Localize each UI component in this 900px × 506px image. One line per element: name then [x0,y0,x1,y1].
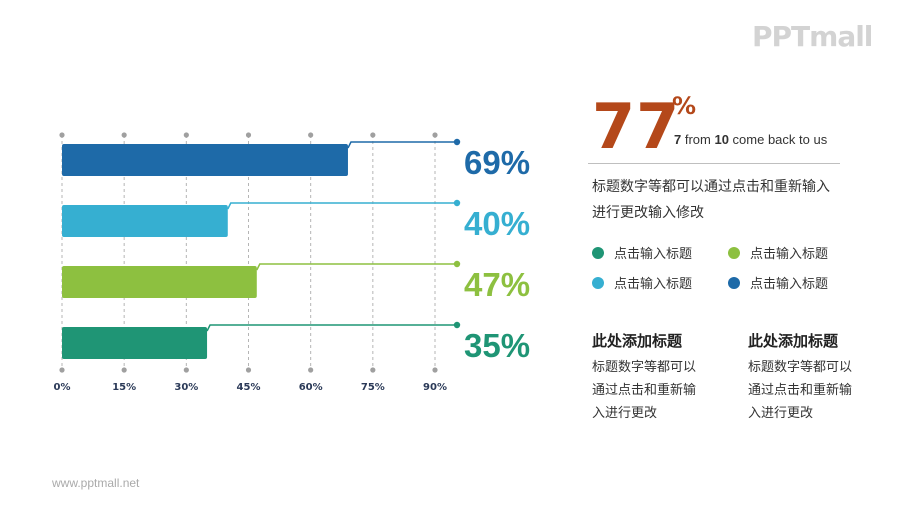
gridline-bottom-dot [370,367,376,373]
block-body: 标题数字等都可以 通过点击和重新输 入进行更改 [592,356,722,425]
bar-connector [256,263,457,271]
bar-connector [206,324,457,332]
gridline-top-dot [121,132,127,138]
legend-label: 点击输入标题 [750,247,829,262]
bar-value-label: 35% [464,327,530,364]
block-body-line: 入进行更改 [748,406,814,421]
legend-label: 点击输入标题 [750,277,829,292]
x-tick-label: 0% [54,382,71,393]
brand-logo: PPTmall [752,20,873,53]
info-block-right: 此处添加标题 标题数字等都可以 通过点击和重新输 入进行更改 [748,331,878,425]
block-title: 此处添加标题 [748,332,839,350]
legend-item: 点击输入标题 [592,243,692,262]
footer-url: www.pptmall.net [52,476,140,490]
gridline-top-dot [308,132,314,138]
stat-unit: % [672,92,697,120]
bar [62,266,257,298]
stat-caption-count: 7 [674,132,682,147]
gridline-top-dot [432,132,438,138]
block-body-line: 标题数字等都可以 [592,360,697,375]
bar-end-dot [453,260,461,268]
stat-caption-total: 10 [714,132,729,147]
x-tick-label: 30% [174,382,198,393]
block-title: 此处添加标题 [592,332,683,350]
bar-value-label: 47% [464,266,530,303]
gridline-bottom-dot [308,367,314,373]
bar-value-label: 40% [464,205,530,242]
block-body-line: 通过点击和重新输 [592,383,697,398]
bar [62,327,208,359]
block-body-line: 入进行更改 [592,406,658,421]
bar-end-dot [453,321,461,329]
gridline-bottom-dot [183,367,189,373]
legend-label: 点击输入标题 [614,247,693,262]
x-tick-label: 75% [361,382,385,393]
gridline-top-dot [370,132,376,138]
stat-number: 77 [592,90,681,163]
stat-caption-from: from [681,132,715,147]
bar-value-label: 69% [464,144,530,181]
x-tick-label: 45% [237,382,261,393]
gridline-bottom-dot [245,367,252,373]
legend-item: 点击输入标题 [728,273,828,292]
stat-caption: 7 from 10 come back to us [674,132,827,147]
description-text: 标题数字等都可以通过点击和重新输入进行更改输入修改 [592,179,830,221]
legend: 点击输入标题 点击输入标题 点击输入标题 点击输入标题 [592,243,852,303]
gridline-top-dot [183,132,189,138]
gridline-bottom-dot [121,367,127,373]
bar-end-dot [453,199,461,207]
legend-label: 点击输入标题 [614,277,693,292]
bar [62,144,348,176]
bar-connector [347,141,457,149]
x-tick-label: 15% [112,382,136,393]
x-tick-label: 90% [423,382,447,393]
gridline-bottom-dot [59,367,65,373]
gridline-top-dot [245,132,252,138]
block-body-line: 标题数字等都可以 [748,360,853,375]
legend-dot [592,276,604,289]
gridline-top-dot [59,132,65,138]
legend-dot [728,246,740,259]
divider [588,163,840,164]
legend-item: 点击输入标题 [592,273,692,292]
legend-dot [728,276,740,289]
bar-chart: 0% 15% 30% 45% 60% 75% 90% 69% 40% 47% 35% [54,132,530,393]
block-body: 标题数字等都可以 通过点击和重新输 入进行更改 [748,356,878,425]
block-body-line: 通过点击和重新输 [748,383,853,398]
legend-dot [592,246,604,259]
x-tick-label: 60% [299,382,323,393]
stat-caption-rest: come back to us [728,132,828,147]
gridline-bottom-dot [432,367,438,373]
legend-item: 点击输入标题 [728,243,828,262]
info-block-left: 此处添加标题 标题数字等都可以 通过点击和重新输 入进行更改 [592,331,722,425]
bar-end-dot [453,138,461,146]
bar [62,205,228,237]
bar-connector [227,202,457,210]
